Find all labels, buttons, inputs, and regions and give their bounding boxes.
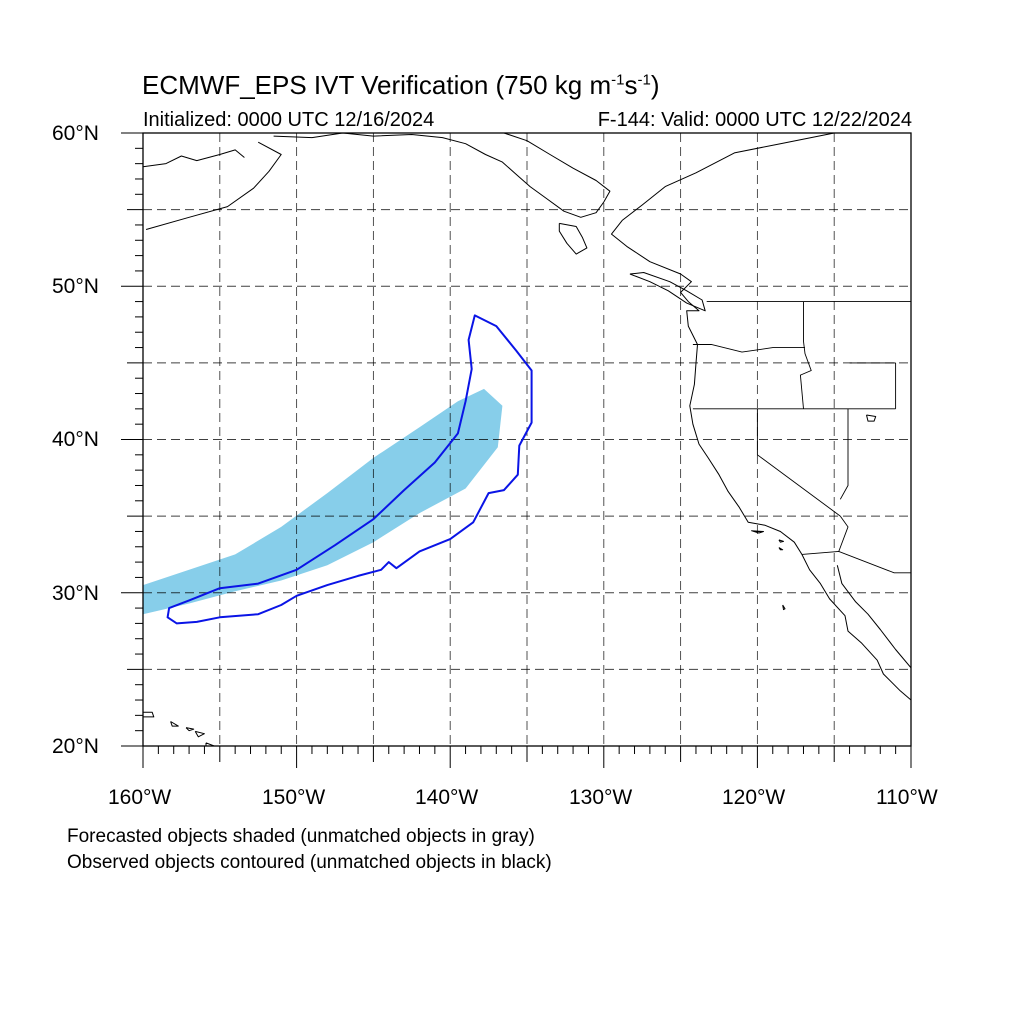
- gulf-of-california-coastline: [836, 565, 911, 669]
- lon-label-110w: 110°W: [876, 786, 938, 809]
- map-frame: [142, 132, 912, 747]
- political-border-5: [801, 550, 911, 574]
- forecast-object-layer: [143, 388, 503, 615]
- lat-label-50n: 50°N: [52, 275, 99, 298]
- lat-label-60n: 60°N: [52, 122, 99, 145]
- political-border-3: [756, 408, 841, 517]
- hawaii-island-2: [185, 727, 195, 732]
- kodiak-coastline: [143, 149, 245, 168]
- initialized-time: Initialized: 0000 UTC 12/16/2024: [143, 109, 435, 131]
- tick-marks-layer: [121, 132, 912, 768]
- hawaii-island-1: [170, 721, 179, 727]
- north-america-coastline: [611, 133, 911, 701]
- political-border-4: [799, 301, 812, 409]
- lat-label-30n: 30°N: [52, 582, 99, 605]
- forecast-object-shading: [143, 388, 503, 615]
- coastline-layer: [143, 133, 911, 746]
- haida-gwaii-island: [558, 222, 588, 255]
- figure-title: ECMWF_EPS IVT Verification (750 kg m-1s-…: [142, 70, 660, 100]
- political-border-6: [838, 515, 849, 552]
- legend-note-forecast: Forecasted objects shaded (unmatched obj…: [67, 826, 535, 847]
- political-border-7: [839, 408, 849, 500]
- alaska-peninsula-coastline: [145, 141, 282, 230]
- lat-label-20n: 20°N: [52, 735, 99, 758]
- legend-note-observed: Observed objects contoured (unmatched ob…: [67, 852, 552, 873]
- vancouver-island: [629, 272, 706, 312]
- lat-label-40n: 40°N: [52, 428, 99, 451]
- channel-island-1: [778, 539, 784, 543]
- hawaii-island-3: [194, 730, 205, 738]
- channel-island-2: [778, 547, 784, 551]
- gulf-of-alaska-coastline: [273, 133, 611, 218]
- lon-label-120w: 120°W: [722, 786, 786, 809]
- graticule-layer: [143, 133, 911, 746]
- observed-object-layer: [166, 314, 533, 625]
- lon-label-160w: 160°W: [108, 786, 172, 809]
- valid-time: F-144: Valid: 0000 UTC 12/22/2024: [597, 109, 912, 131]
- guadalupe-island: [782, 604, 786, 611]
- lon-label-140w: 140°W: [415, 786, 479, 809]
- hawaii-island-0: [143, 711, 155, 718]
- political-border-1: [692, 344, 805, 353]
- great-salt-lake: [866, 414, 877, 422]
- lon-label-130w: 130°W: [569, 786, 633, 809]
- observed-object-contour: [166, 314, 533, 625]
- lon-label-150w: 150°W: [262, 786, 326, 809]
